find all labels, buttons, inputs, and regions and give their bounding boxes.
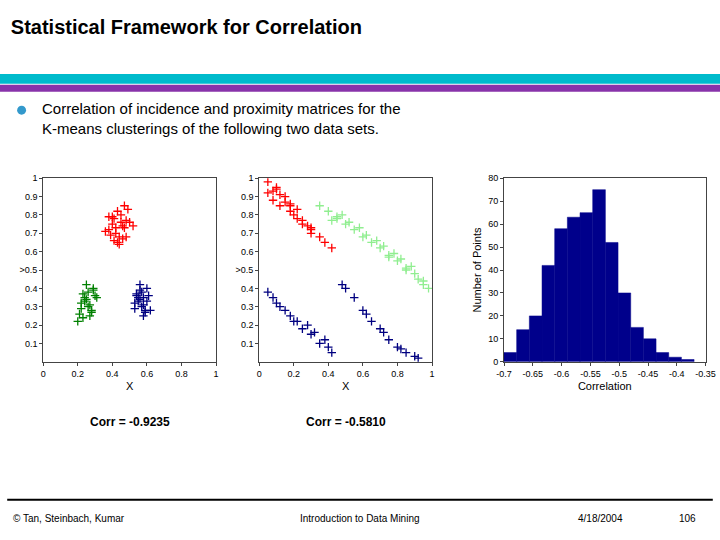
svg-text:0.4: 0.4 — [322, 369, 335, 379]
svg-text:Corr = -0.5810: Corr = -0.5810 — [306, 415, 386, 429]
svg-text:60: 60 — [488, 219, 498, 229]
svg-text:0: 0 — [41, 369, 46, 379]
svg-text:Number of Points: Number of Points — [471, 227, 483, 312]
svg-text:-0.65: -0.65 — [523, 369, 544, 379]
svg-text:Correlation: Correlation — [578, 380, 632, 392]
svg-text:0: 0 — [257, 369, 262, 379]
svg-text:Corr = -0.9235: Corr = -0.9235 — [90, 415, 170, 429]
svg-text:0.9: 0.9 — [241, 192, 254, 202]
svg-text:Correlation of incidence and p: Correlation of incidence and proximity m… — [42, 100, 401, 137]
svg-text:-0.5: -0.5 — [611, 369, 627, 379]
svg-text:© Tan, Steinbach, Kumar: © Tan, Steinbach, Kumar — [13, 513, 125, 524]
svg-text:4/18/2004: 4/18/2004 — [578, 513, 623, 524]
svg-text:1: 1 — [32, 173, 37, 183]
svg-text:70: 70 — [488, 196, 498, 206]
svg-text:1: 1 — [429, 369, 434, 379]
svg-text:0.8: 0.8 — [175, 369, 188, 379]
svg-text:0.2: 0.2 — [241, 320, 254, 330]
svg-text:>0.5: >0.5 — [20, 265, 38, 275]
svg-text:0.6: 0.6 — [25, 247, 38, 257]
svg-text:0.4: 0.4 — [25, 284, 38, 294]
svg-text:20: 20 — [488, 311, 498, 321]
svg-text:-0.7: -0.7 — [496, 369, 512, 379]
svg-text:0: 0 — [493, 357, 498, 367]
svg-text:X: X — [126, 380, 134, 392]
svg-text:0.6: 0.6 — [241, 247, 254, 257]
svg-text:0.7: 0.7 — [25, 228, 38, 238]
svg-text:-0.6: -0.6 — [554, 369, 570, 379]
svg-text:0.2: 0.2 — [72, 369, 85, 379]
svg-text:80: 80 — [488, 173, 498, 183]
svg-text:30: 30 — [488, 288, 498, 298]
svg-text:0.3: 0.3 — [25, 302, 38, 312]
svg-text:X: X — [342, 380, 350, 392]
svg-text:-0.4: -0.4 — [669, 369, 685, 379]
svg-text:0.6: 0.6 — [141, 369, 154, 379]
svg-text:10: 10 — [488, 334, 498, 344]
svg-text:1: 1 — [213, 369, 218, 379]
svg-text:40: 40 — [488, 265, 498, 275]
svg-text:50: 50 — [488, 242, 498, 252]
svg-text:0.8: 0.8 — [241, 210, 254, 220]
svg-text:0.9: 0.9 — [25, 192, 38, 202]
svg-text:0.1: 0.1 — [25, 339, 38, 349]
svg-text:-0.55: -0.55 — [580, 369, 601, 379]
svg-text:0.3: 0.3 — [241, 302, 254, 312]
svg-text:0.6: 0.6 — [357, 369, 370, 379]
svg-text:106: 106 — [679, 513, 696, 524]
svg-text:0.8: 0.8 — [25, 210, 38, 220]
svg-text:Statistical Framework for Corr: Statistical Framework for Correlation — [11, 16, 362, 38]
svg-text:0.1: 0.1 — [241, 339, 254, 349]
svg-text:0.4: 0.4 — [106, 369, 119, 379]
svg-text:1: 1 — [248, 173, 253, 183]
svg-text:0.2: 0.2 — [288, 369, 301, 379]
svg-text:-0.45: -0.45 — [638, 369, 659, 379]
svg-text:0.2: 0.2 — [25, 320, 38, 330]
svg-text:>0.5: >0.5 — [236, 265, 254, 275]
svg-text:0.7: 0.7 — [241, 228, 254, 238]
svg-text:-0.35: -0.35 — [695, 369, 716, 379]
svg-text:Introduction to Data Mining: Introduction to Data Mining — [300, 513, 420, 524]
svg-text:0.4: 0.4 — [241, 284, 254, 294]
svg-text:0.8: 0.8 — [391, 369, 404, 379]
